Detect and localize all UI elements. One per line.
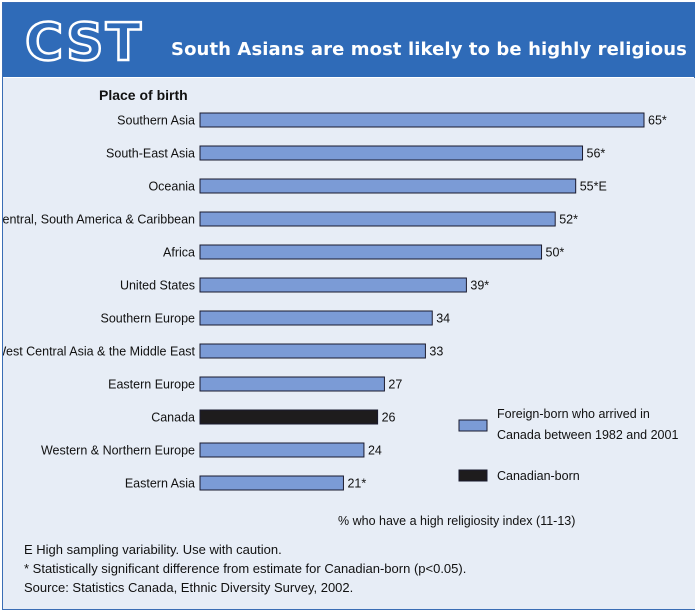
source-note: Source: Statistics Canada, Ethnic Divers… — [24, 580, 354, 595]
category-label: Western & Northern Europe — [41, 444, 195, 458]
bar — [199, 178, 577, 194]
bar — [199, 475, 344, 491]
value-label: 21* — [347, 477, 366, 491]
bar — [199, 376, 385, 392]
value-label: 52* — [559, 213, 578, 227]
footnotes: E High sampling variability. Use with ca… — [24, 540, 466, 597]
category-label: Eastern Asia — [125, 477, 195, 491]
value-label: 33 — [429, 345, 443, 359]
header-band: CST South Asians are most likely to be h… — [3, 3, 695, 77]
value-label: 50* — [546, 246, 565, 260]
y-axis-title: Place of birth — [99, 87, 188, 103]
bar — [199, 145, 584, 161]
legend-label: Canada between 1982 and 2001 — [497, 428, 678, 442]
bar — [199, 442, 365, 458]
footnote-e: E High sampling variability. Use with ca… — [24, 542, 282, 557]
category-label: South-East Asia — [106, 147, 195, 161]
category-label: West Central Asia & the Middle East — [3, 345, 196, 359]
category-label: Southern Asia — [117, 114, 195, 128]
bar — [199, 310, 433, 326]
bar — [199, 277, 467, 293]
category-label: Central, South America & Caribbean — [3, 213, 195, 227]
notes-band — [3, 531, 695, 609]
value-label: 65* — [648, 114, 667, 128]
bar — [199, 409, 379, 425]
value-label: 39* — [470, 279, 489, 293]
bar — [199, 112, 645, 128]
category-label: Southern Europe — [100, 312, 195, 326]
bar — [199, 244, 543, 260]
bar — [199, 211, 556, 227]
value-label: 27 — [388, 378, 402, 392]
category-label: United States — [120, 279, 195, 293]
cst-logo: CST — [24, 12, 144, 75]
bars-layer: Southern Asia 65* South-East Asia 56* Oceani… — [0, 112, 667, 491]
legend: Foreign-born who arrived in Canada betwee… — [458, 407, 678, 483]
legend-swatch — [458, 419, 488, 432]
value-label: 26 — [382, 411, 396, 425]
footnote-star: * Statistically significant difference f… — [24, 561, 467, 576]
value-label: 34 — [436, 312, 450, 326]
legend-label: Foreign-born who arrived in — [497, 407, 650, 421]
category-label: Eastern Europe — [108, 378, 195, 392]
value-label: 55*E — [580, 180, 607, 194]
chart-panel: Place of birth Southern Asia 65* South-Eas… — [0, 78, 695, 531]
chart-title: South Asians are most likely to be highl… — [171, 39, 687, 60]
legend-swatch — [458, 469, 488, 482]
value-label: 56* — [587, 147, 606, 161]
value-label: 24 — [368, 444, 382, 458]
category-label: Oceania — [148, 180, 195, 194]
category-label: Canada — [151, 411, 195, 425]
x-axis-title: % who have a high religiosity index (11-… — [338, 514, 575, 528]
bar-chart: Place of birth Southern Asia 65* South-Eas… — [0, 87, 678, 528]
category-label: Africa — [163, 246, 195, 260]
legend-label: Canadian-born — [497, 469, 580, 483]
bar — [199, 343, 426, 359]
